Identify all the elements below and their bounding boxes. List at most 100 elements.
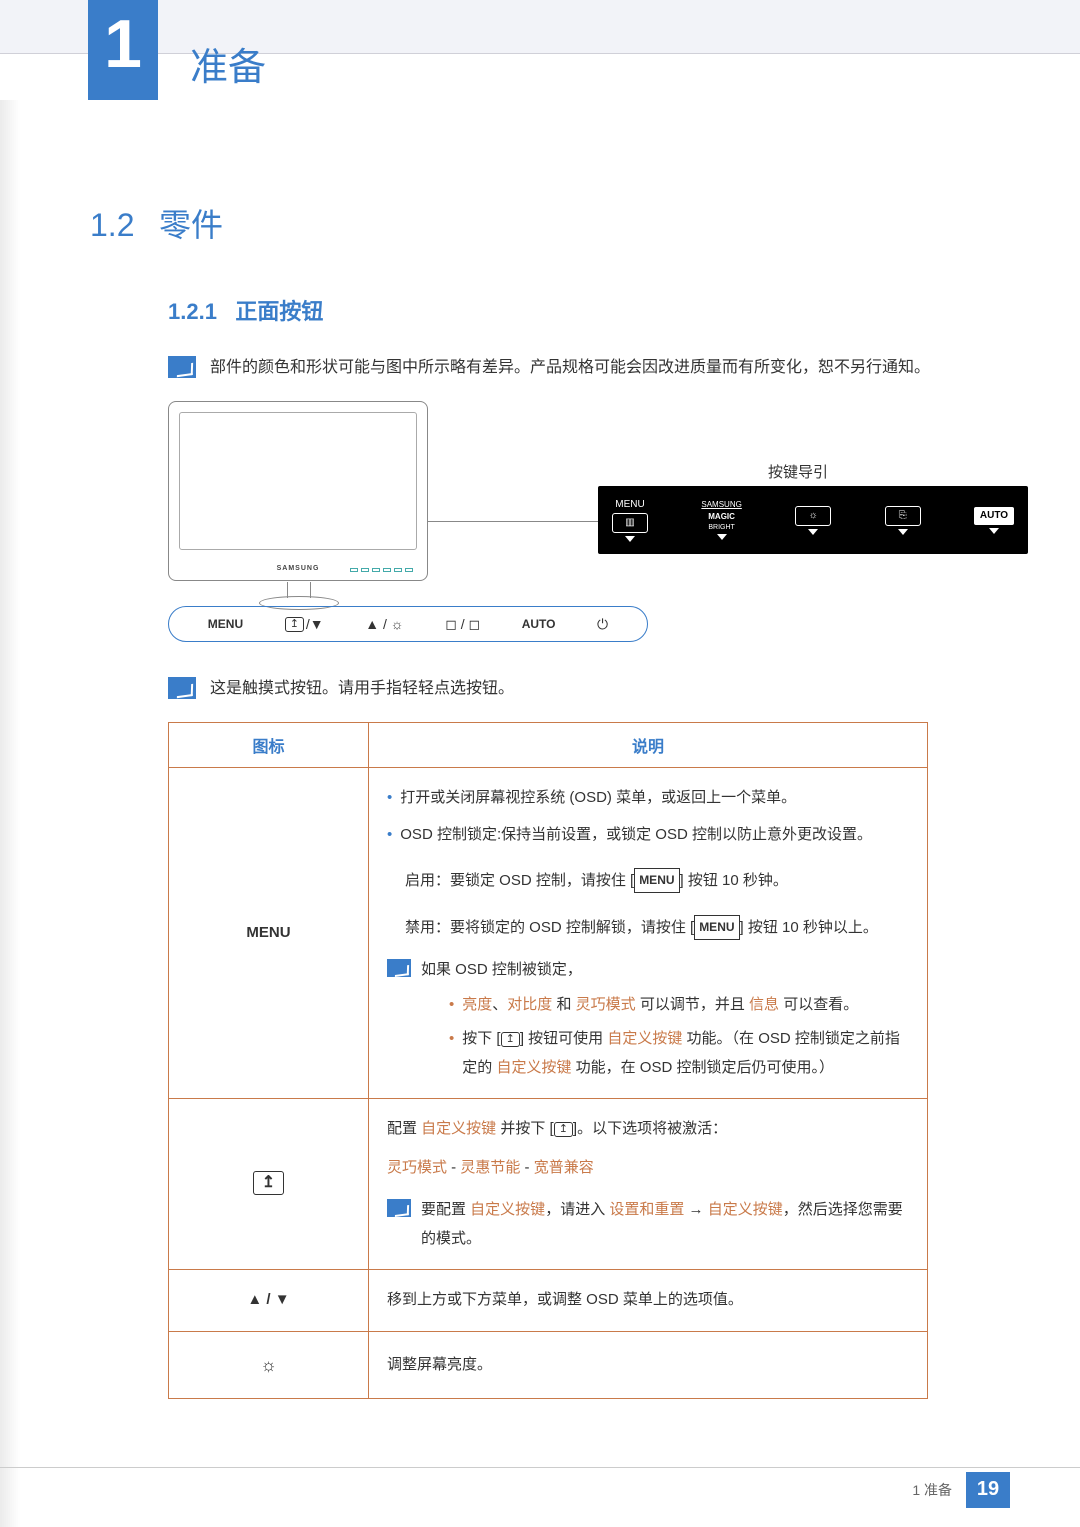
tiny-btn	[394, 568, 402, 572]
chapter-number-badge: 1	[88, 0, 158, 100]
row1-enable: 启用：要锁定 OSD 控制，请按住 [MENU] 按钮 10 秒钟。	[405, 867, 909, 896]
t: -	[447, 1159, 460, 1176]
bullet-icon: •	[449, 991, 454, 1020]
note-icon	[168, 356, 196, 378]
table-row: ↥ 配置 自定义按键 并按下 [↥]。以下选项将被激活： 灵巧模式 - 灵惠节能…	[169, 1099, 928, 1270]
sub-bullet: • 亮度、对比度 和 灵巧模式 可以调节，并且 信息 可以查看。	[449, 991, 909, 1020]
subsection-heading: 1.2.1 正面按钮	[168, 294, 990, 326]
bullet-icon: •	[387, 826, 392, 843]
row1-b1: 打开或关闭屏幕视控系统 (OSD) 菜单，或返回上一个菜单。	[400, 789, 796, 806]
footer-label: 1 准备	[912, 1480, 952, 1500]
tiny-btn	[350, 568, 358, 572]
monitor-logo: SAMSUNG	[277, 565, 320, 572]
t: 按下 [↥] 按钮可使用 自定义按键 功能。（在 OSD 控制锁定之前指定的 自…	[462, 1025, 909, 1082]
table-row: ▲ / ▼ 移到上方或下方菜单，或调整 OSD 菜单上的选项值。	[169, 1270, 928, 1332]
hl: 灵巧模式	[576, 996, 636, 1013]
t: -	[520, 1159, 533, 1176]
t: 可以查看。	[779, 996, 858, 1013]
row2-l1: 配置 自定义按键 并按下 [↥]。以下选项将被激活：	[387, 1115, 909, 1144]
auto-label: AUTO	[974, 507, 1014, 525]
strip-up-bright-icon: ▲ / ☼	[365, 616, 403, 632]
footer: 1 准备 19	[0, 1467, 1080, 1511]
note-icon	[168, 677, 196, 699]
hl: 亮度	[462, 996, 492, 1013]
t: ，请进入	[545, 1201, 609, 1218]
triangle-down-icon	[717, 534, 727, 540]
section-number: 1.2	[90, 207, 134, 244]
monitor-outline: SAMSUNG	[168, 401, 428, 581]
t: 如果 OSD 控制被锁定，	[421, 956, 909, 985]
row1-note-body: 如果 OSD 控制被锁定， • 亮度、对比度 和 灵巧模式 可以调节，并且 信息…	[421, 956, 909, 1082]
note-1-text: 部件的颜色和形状可能与图中所示略有差异。产品规格可能会因改进质量而有所变化，恕不…	[210, 354, 930, 381]
brightness-icon: ☼	[260, 1348, 277, 1382]
custom-key-icon: ↥	[501, 1032, 520, 1047]
cell-icon-menu: MENU	[169, 768, 369, 1099]
triangle-down-icon	[808, 529, 818, 535]
note-2: 这是触摸式按钮。请用手指轻轻点选按钮。	[168, 675, 990, 702]
t: 亮度、对比度 和 灵巧模式 可以调节，并且 信息 可以查看。	[462, 991, 858, 1020]
cell-icon-custom: ↥	[169, 1099, 369, 1270]
strip-custom-down-icon: ↥/▼	[285, 616, 324, 632]
hl: 自定义按键	[708, 1201, 783, 1218]
strip-menu: MENU	[208, 617, 243, 631]
t: 禁用：要将锁定的 OSD 控制解锁，请按住 [	[405, 919, 694, 936]
monitor-buttons-row	[350, 568, 413, 572]
arrow-icon: →	[684, 1201, 707, 1218]
t: 可以调节，并且	[636, 996, 749, 1013]
hl: 自定义按键	[421, 1120, 496, 1137]
row1-inline-note: 如果 OSD 控制被锁定， • 亮度、对比度 和 灵巧模式 可以调节，并且 信息…	[387, 956, 909, 1082]
hl: 设置和重置	[609, 1201, 684, 1218]
callout-menu-label: MENU	[615, 499, 644, 510]
callout-auto: AUTO	[974, 507, 1014, 534]
menu-key: MENU	[694, 915, 739, 940]
footer-page-number: 19	[966, 1472, 1010, 1508]
t: 、	[492, 996, 507, 1013]
t: 和	[552, 996, 575, 1013]
row2-inline-note: 要配置 自定义按键，请进入 设置和重置 → 自定义按键，然后选择您需要的模式。	[387, 1196, 909, 1253]
row2-l2: 灵巧模式 - 灵惠节能 - 宽普兼容	[387, 1154, 909, 1183]
callout-magic-l3: BRIGHT	[708, 524, 734, 531]
subsection-number: 1.2.1	[168, 299, 217, 325]
custom-key-icon: ↥	[554, 1122, 573, 1137]
t: 并按下 [	[496, 1120, 554, 1137]
strip-auto: AUTO	[522, 617, 556, 631]
source-icon: ⎘	[885, 506, 921, 526]
cell-desc-menu: •打开或关闭屏幕视控系统 (OSD) 菜单，或返回上一个菜单。 •OSD 控制锁…	[369, 768, 928, 1099]
header: 1 准备	[0, 0, 1080, 100]
button-description-table: 图标 说明 MENU •打开或关闭屏幕视控系统 (OSD) 菜单，或返回上一个菜…	[168, 722, 928, 1399]
note-icon	[387, 959, 411, 977]
callout-magic: SAMSUNG MAGIC BRIGHT	[701, 500, 741, 540]
callout-magic-l2: MAGIC	[708, 512, 735, 521]
diagram: SAMSUNG 按键导引 MENU ▥	[168, 401, 990, 651]
section-title: 零件	[159, 200, 223, 246]
monitor-screen	[179, 412, 417, 550]
page: 1 准备 1.2 零件 1.2.1 正面按钮 部件的颜色和形状可能与图中所示略有…	[0, 0, 1080, 1527]
t: 要配置	[421, 1201, 470, 1218]
t: 启用：要锁定 OSD 控制，请按住 [	[405, 872, 634, 889]
callout-line	[428, 521, 598, 522]
cell-desc-brightness: 调整屏幕亮度。	[369, 1331, 928, 1398]
cell-icon-brightness: ☼	[169, 1331, 369, 1398]
strip-source-icon: ◻ / ◻	[445, 616, 480, 633]
bullet-icon: •	[387, 789, 392, 806]
tiny-btn	[372, 568, 380, 572]
bullet-icon: •	[449, 1025, 454, 1082]
triangle-down-icon	[625, 536, 635, 542]
left-shadow	[0, 0, 20, 1527]
note-icon	[387, 1199, 411, 1217]
callout-label: 按键导引	[768, 461, 828, 482]
cell-desc-updown: 移到上方或下方菜单，或调整 OSD 菜单上的选项值。	[369, 1270, 928, 1332]
hl: 自定义按键	[496, 1059, 571, 1076]
content: 1.2 零件 1.2.1 正面按钮 部件的颜色和形状可能与图中所示略有差异。产品…	[0, 100, 1080, 1399]
strip-power-icon: ⏻	[597, 616, 608, 633]
hl: 自定义按键	[607, 1030, 682, 1047]
hl: 信息	[749, 996, 779, 1013]
cell-desc-custom: 配置 自定义按键 并按下 [↥]。以下选项将被激活： 灵巧模式 - 灵惠节能 -…	[369, 1099, 928, 1270]
triangle-down-icon	[898, 529, 908, 535]
t: ] 按钮 10 秒钟以上。	[740, 919, 878, 936]
menu-key: MENU	[634, 868, 679, 893]
note-1: 部件的颜色和形状可能与图中所示略有差异。产品规格可能会因改进质量而有所变化，恕不…	[168, 354, 990, 381]
th-desc: 说明	[369, 723, 928, 768]
section-heading: 1.2 零件	[90, 200, 990, 246]
button-strip: MENU ↥/▼ ▲ / ☼ ◻ / ◻ AUTO ⏻	[168, 606, 648, 642]
